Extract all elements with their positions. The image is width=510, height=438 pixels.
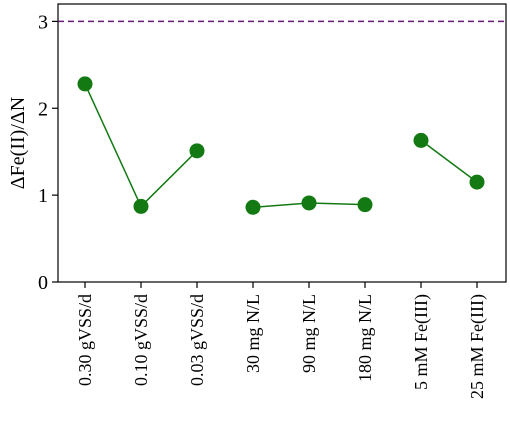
y-tick-label: 0 xyxy=(38,272,48,294)
data-point xyxy=(469,174,485,190)
x-tick-label: 180 mg N/L xyxy=(355,294,375,382)
data-point xyxy=(133,198,149,214)
data-point xyxy=(357,197,373,213)
x-tick-label: 25 mM Fe(III) xyxy=(467,294,488,399)
x-tick-label: 0.30 gVSS/d xyxy=(75,294,95,386)
y-axis-title: ΔFe(II)/ΔN xyxy=(7,97,29,189)
data-point xyxy=(245,199,261,215)
series-line xyxy=(420,139,478,183)
x-tick-label: 5 mM Fe(III) xyxy=(411,294,432,390)
y-tick-label: 2 xyxy=(38,98,48,120)
x-tick-label: 30 mg N/L xyxy=(243,294,263,373)
series-line xyxy=(84,83,198,208)
data-point xyxy=(189,143,205,159)
y-tick-label: 3 xyxy=(38,11,48,33)
x-axis-labels: 0.30 gVSS/d 0.10 gVSS/d 0.03 gVSS/d 30 mg N… xyxy=(75,282,488,399)
x-tick-label: 0.10 gVSS/d xyxy=(131,294,151,386)
y-axis: 0 1 2 3 xyxy=(38,11,58,294)
series-points xyxy=(77,76,485,215)
data-point xyxy=(77,76,93,92)
plot-frame xyxy=(57,3,507,283)
x-tick-label: 0.03 gVSS/d xyxy=(187,294,207,386)
data-point xyxy=(413,132,429,148)
data-point xyxy=(301,195,317,211)
y-tick-label: 1 xyxy=(38,185,48,207)
x-tick-label: 90 mg N/L xyxy=(299,294,319,373)
